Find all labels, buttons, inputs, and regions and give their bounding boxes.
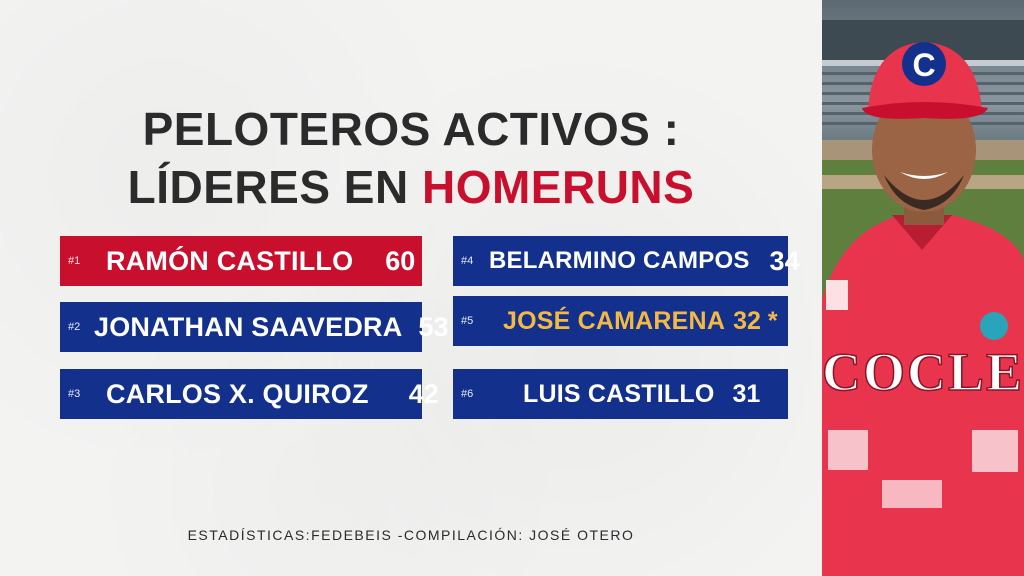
leader-value: 31 bbox=[732, 379, 761, 408]
title-line-2: LÍDERES EN HOMERUNS bbox=[0, 158, 822, 216]
page-title: PELOTEROS ACTIVOS : LÍDERES EN HOMERUNS bbox=[0, 100, 822, 216]
leader-name: LUIS CASTILLO bbox=[523, 379, 715, 408]
leader-value: 60 bbox=[385, 245, 416, 276]
leader-name: CARLOS X. QUIROZ bbox=[106, 378, 369, 409]
leader-rank: #1 bbox=[68, 255, 81, 267]
cap-logo: C bbox=[912, 47, 935, 83]
leader-row-1: #1 RAMÓN CASTILLO 60 bbox=[60, 236, 422, 286]
player-figure: C COCLE bbox=[822, 42, 1024, 576]
leader-rank: #6 bbox=[461, 388, 474, 400]
footer-credits: ESTADÍSTICAS:FEDEBEIS -COMPILACIÓN: JOSÉ… bbox=[187, 527, 635, 543]
leader-rank: #2 bbox=[68, 321, 81, 333]
title-line-2-prefix: LÍDERES EN bbox=[127, 161, 409, 213]
leader-value: 42 bbox=[408, 378, 439, 409]
player-photo: C COCLE bbox=[822, 0, 1024, 576]
leader-rank: #3 bbox=[68, 388, 81, 400]
leader-name: JOSÉ CAMARENA bbox=[503, 306, 726, 335]
leader-row-2: #2 JONATHAN SAAVEDRA 53 bbox=[60, 302, 448, 352]
jersey-lettering: COCLE bbox=[822, 342, 1024, 402]
leader-rank: #5 bbox=[461, 315, 474, 327]
background-paper bbox=[0, 0, 822, 576]
title-highlight: HOMERUNS bbox=[421, 161, 695, 213]
leader-row-5: #5 JOSÉ CAMARENA 32 * bbox=[453, 296, 788, 346]
leader-name: JONATHAN SAAVEDRA bbox=[94, 311, 403, 342]
title-line-1: PELOTEROS ACTIVOS : bbox=[142, 103, 680, 155]
leader-name: RAMÓN CASTILLO bbox=[106, 245, 354, 276]
leader-row-6: #6 LUIS CASTILLO 31 bbox=[453, 369, 788, 419]
leader-value: 53 bbox=[418, 311, 449, 342]
leader-value: 32 * bbox=[733, 306, 778, 335]
leader-row-4: #4 BELARMINO CAMPOS 34 bbox=[453, 236, 800, 286]
leader-row-3: #3 CARLOS X. QUIROZ 42 bbox=[60, 369, 439, 419]
leader-rank: #4 bbox=[461, 255, 474, 267]
leader-value: 34 bbox=[769, 245, 800, 276]
leader-name: BELARMINO CAMPOS bbox=[489, 247, 750, 274]
